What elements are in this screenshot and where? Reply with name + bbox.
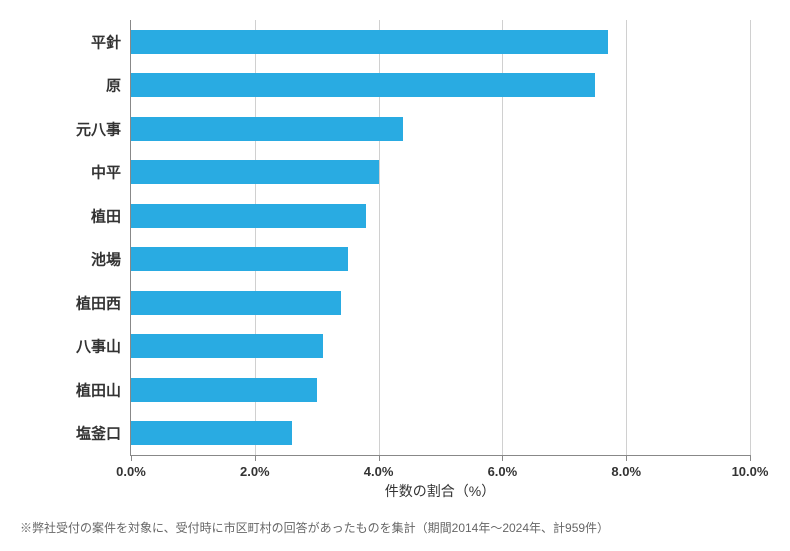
x-tick [255,455,256,461]
gridline [750,20,751,455]
x-tick [131,455,132,461]
bar [131,247,348,271]
bar-row: 平針 [131,20,750,64]
bar-row: 八事山 [131,325,750,369]
x-tick-label: 6.0% [488,464,518,479]
bar-row: 元八事 [131,107,750,151]
bar [131,30,608,54]
x-tick [750,455,751,461]
bar [131,334,323,358]
bar-row: 植田 [131,194,750,238]
bar-row: 植田西 [131,281,750,325]
footnote-text: ※弊社受付の案件を対象に、受付時に市区町村の回答があったものを集計（期間2014… [20,519,609,536]
y-label: 元八事 [76,118,131,139]
x-tick-label: 4.0% [364,464,394,479]
y-label: 池場 [91,249,131,270]
bar-row: 塩釜口 [131,412,750,456]
bar-row: 池場 [131,238,750,282]
bar [131,291,341,315]
bar [131,73,595,97]
bar-row: 原 [131,64,750,108]
x-tick [379,455,380,461]
chart-container: 0.0%2.0%4.0%6.0%8.0%10.0%平針原元八事中平植田池場植田西… [0,0,790,551]
y-label: 中平 [91,162,131,183]
bar [131,204,366,228]
y-label: 塩釜口 [76,423,131,444]
bar [131,117,403,141]
y-label: 平針 [91,31,131,52]
bar-row: 植田山 [131,368,750,412]
x-tick-label: 2.0% [240,464,270,479]
x-tick-label: 0.0% [116,464,146,479]
y-label: 植田西 [76,292,131,313]
x-axis-title: 件数の割合（%） [130,481,750,501]
x-tick [626,455,627,461]
y-label: 植田 [91,205,131,226]
bar [131,378,317,402]
plot-area: 0.0%2.0%4.0%6.0%8.0%10.0%平針原元八事中平植田池場植田西… [130,20,750,456]
bar [131,160,379,184]
x-tick-label: 10.0% [732,464,769,479]
x-tick-label: 8.0% [611,464,641,479]
bar-row: 中平 [131,151,750,195]
bar [131,421,292,445]
y-label: 植田山 [76,379,131,400]
y-label: 原 [106,75,131,96]
y-label: 八事山 [76,336,131,357]
x-tick [502,455,503,461]
